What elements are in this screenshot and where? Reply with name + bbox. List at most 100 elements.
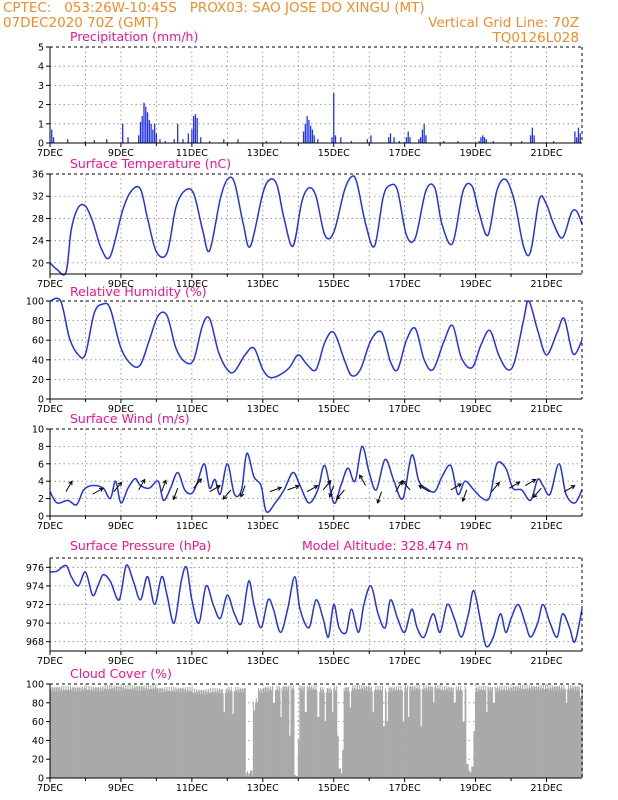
cloud-column: [173, 686, 175, 778]
cloud-column: [157, 688, 159, 778]
cloud-column: [98, 691, 100, 778]
cloud-column: [100, 691, 102, 778]
cloud-column: [107, 689, 109, 778]
cloud-column: [253, 710, 255, 778]
cloud-column: [148, 684, 150, 778]
panel-3: 0 2 4 6 8 10 7DEC 9DEC 11DEC 13DEC 15DEC 17DEC 19DEC…: [32, 411, 583, 532]
cloud-column: [184, 689, 186, 778]
cloud-column: [422, 689, 424, 778]
cloud-column: [467, 763, 469, 778]
cloud-column: [424, 690, 426, 778]
cloud-column: [333, 690, 335, 778]
cloud-column: [346, 691, 348, 778]
cloud-column: [375, 686, 377, 778]
x-tick-label: 11DEC: [176, 404, 208, 415]
precip-bar: [531, 127, 533, 143]
cloud-column: [84, 690, 86, 778]
y-tick-label: 20: [32, 258, 44, 269]
cloud-column: [268, 691, 270, 778]
cloud-column: [297, 740, 299, 778]
cloud-column: [391, 686, 393, 778]
cloud-column: [254, 710, 256, 778]
x-tick-label: 19DEC: [460, 656, 492, 667]
cloud-column: [132, 687, 134, 778]
cloud-column: [249, 770, 251, 778]
y-tick-label: 1: [38, 119, 44, 130]
cloud-column: [220, 693, 222, 778]
cloud-column: [120, 685, 122, 778]
precip-bar: [93, 140, 95, 143]
cloud-column: [523, 688, 525, 778]
cloud-column: [348, 691, 350, 778]
cloud-column: [69, 686, 71, 778]
cloud-column: [99, 687, 101, 778]
precip-bar: [164, 141, 166, 143]
cloud-column: [252, 774, 254, 778]
cloud-column: [88, 685, 90, 778]
cloud-column: [258, 688, 260, 778]
cloud-column: [421, 726, 423, 778]
cloud-column: [313, 685, 315, 778]
cloud-column: [94, 691, 96, 778]
cloud-column: [322, 687, 324, 778]
cloud-column: [144, 690, 146, 778]
x-tick-label: 19DEC: [460, 404, 492, 415]
cloud-column: [443, 690, 445, 778]
cloud-column: [145, 685, 147, 778]
cloud-column: [206, 693, 208, 778]
cloud-column: [82, 690, 84, 778]
precip-bar: [529, 135, 532, 143]
cloud-column: [309, 690, 311, 778]
wind-arrow: [564, 485, 576, 493]
precip-bar: [84, 141, 87, 143]
cloud-column: [384, 688, 386, 778]
cloud-column: [394, 691, 396, 778]
cloud-column: [131, 685, 133, 778]
cloud-column: [433, 702, 435, 778]
cloud-column: [221, 688, 223, 778]
cloud-column: [58, 686, 60, 778]
cloud-column: [190, 691, 192, 778]
cloud-column: [376, 690, 378, 778]
cloud-column: [103, 690, 105, 778]
cloud-column: [401, 689, 403, 778]
cloud-column: [290, 685, 292, 778]
cloud-column: [457, 686, 459, 778]
cloud-column: [55, 691, 57, 778]
precip-bar: [483, 137, 486, 143]
precip-bar: [317, 139, 319, 143]
cloud-column: [505, 685, 507, 778]
cloud-column: [507, 690, 509, 778]
cloud-column: [370, 687, 372, 778]
cloud-column: [210, 692, 212, 778]
cloud-column: [142, 687, 144, 778]
cloud-column: [311, 690, 313, 778]
cloud-column: [257, 703, 259, 778]
precip-bar: [521, 141, 523, 143]
cloud-column: [193, 688, 195, 778]
cloud-column: [328, 688, 330, 778]
wind-arrow: [138, 478, 146, 491]
cloud-column: [464, 685, 466, 778]
cloud-column: [494, 686, 496, 778]
cloud-column: [283, 686, 285, 778]
cloud-column: [275, 690, 277, 778]
precip-bar: [389, 133, 392, 143]
cloud-column: [164, 687, 166, 778]
cloud-column: [224, 712, 226, 778]
cloud-column: [128, 689, 130, 778]
cloud-column: [426, 690, 429, 778]
cloud-column: [435, 685, 437, 778]
panel-annotation: Model Altitude: 328.474 m: [302, 538, 468, 553]
cloud-column: [241, 687, 243, 778]
cloud-column: [259, 693, 261, 778]
cloud-column: [571, 690, 573, 778]
cloud-column: [342, 749, 344, 778]
cloud-column: [85, 689, 87, 778]
cloud-column: [420, 726, 422, 778]
cloud-column: [503, 685, 505, 778]
cloud-column: [546, 689, 548, 778]
cloud-column: [568, 688, 570, 778]
wind-arrow: [287, 484, 300, 491]
